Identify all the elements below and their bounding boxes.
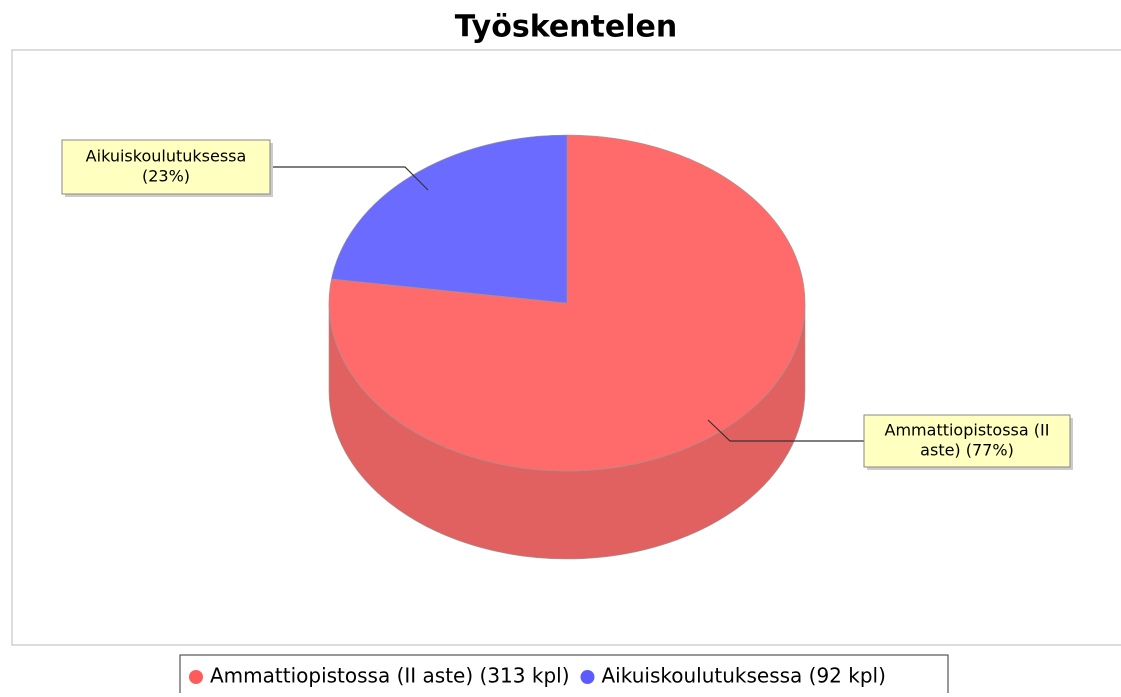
label-link: [270, 166, 429, 191]
legend-marker: [580, 670, 595, 684]
data-label: Ammattiopistossa (II: [885, 421, 1050, 440]
legend-label: Ammattiopistossa (II aste) (313 kpl): [210, 664, 570, 688]
legend-marker: [189, 670, 203, 684]
data-label: aste) (77%): [920, 441, 1014, 460]
legend-label: Aikuiskoulutuksessa (92 kpl): [602, 664, 886, 688]
chart-title: Työskentelen: [455, 10, 677, 45]
data-label: Aikuiskoulutuksessa: [86, 147, 247, 166]
label-link: [707, 419, 864, 442]
legend: [179, 654, 949, 696]
data-label: (23%): [142, 167, 190, 186]
label-box: [61, 139, 271, 195]
slice: [331, 134, 568, 304]
label-box: [863, 414, 1071, 468]
